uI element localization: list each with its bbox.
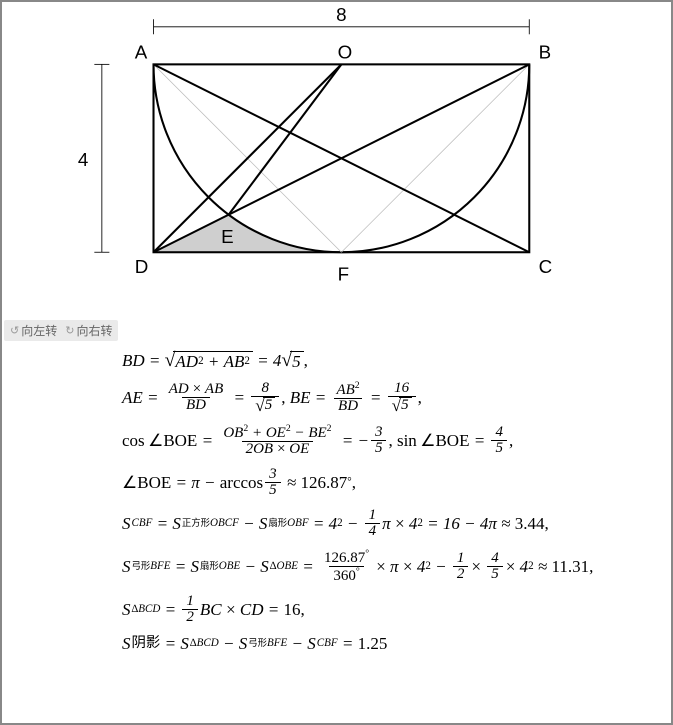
geometry-figure: 8 4 A O	[12, 8, 661, 318]
eq-line-4: ∠BOE = π − arccos 35 ≈ 126.87°,	[122, 467, 661, 498]
rotate-right-button[interactable]: ↻ 向右转	[65, 322, 112, 339]
eq-line-7: S∆BCD = 12 BC × CD = 16,	[122, 594, 661, 625]
page: 8 4 A O	[0, 0, 673, 725]
dim-height	[94, 64, 109, 252]
label-D: D	[135, 256, 149, 277]
rotate-left-button[interactable]: ↺ 向左转	[10, 322, 57, 339]
rotate-left-label: 向左转	[21, 322, 57, 339]
line-BF	[341, 64, 529, 252]
dim-width-label: 8	[336, 8, 346, 25]
label-A: A	[135, 42, 148, 63]
dim-height-label: 4	[78, 149, 88, 170]
label-B: B	[539, 42, 552, 63]
line-OE	[229, 64, 342, 214]
shaded-region	[154, 215, 342, 253]
rotate-left-icon: ↺	[10, 324, 19, 337]
label-C: C	[539, 256, 553, 277]
eq-line-6: S弓形BFE = S扇形OBE − S∆OBE = 126.87°360° × …	[122, 549, 661, 584]
label-E: E	[221, 226, 234, 247]
eq-line-2: AE = AD × ABBD = 85 , BE = AB2BD = 165 ,	[122, 381, 661, 414]
rotate-controls: ↺ 向左转 ↻ 向右转	[4, 320, 118, 341]
eq-line-5: SCBF = S正方形OBCF − S扇形OBF = 42 − 14 π × 4…	[122, 508, 661, 539]
rotate-right-label: 向右转	[76, 322, 112, 339]
label-F: F	[338, 263, 349, 284]
rotate-right-icon: ↻	[65, 324, 74, 337]
eq-line-3: cos ∠BOE = OB2 + OE2 − BE2 2OB × OE = −3…	[122, 424, 661, 457]
math-derivation: BD = AD2 + AB2 = 45, AE = AD × ABBD = 85…	[12, 351, 661, 652]
eq-line-1: BD = AD2 + AB2 = 45,	[122, 351, 661, 371]
label-O: O	[338, 42, 353, 63]
eq-line-8: S阴影 = S∆BCD − S弓形BFE − SCBF = 1.25	[122, 635, 661, 652]
